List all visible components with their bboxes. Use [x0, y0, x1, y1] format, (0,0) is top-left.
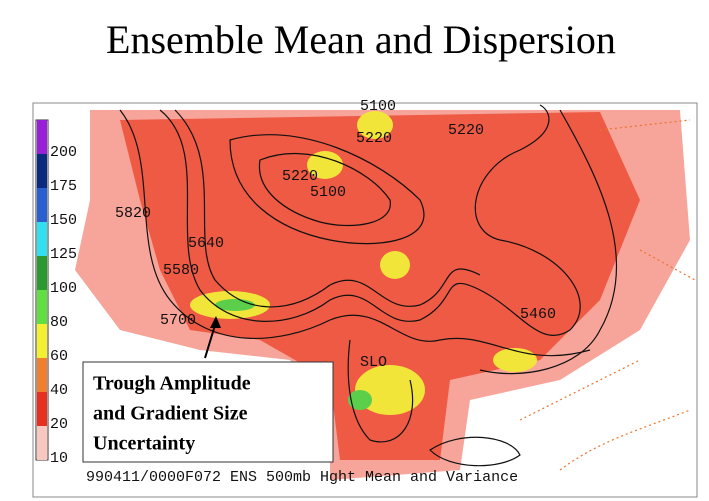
colorbar-swatch [37, 154, 47, 188]
slide-title: Ensemble Mean and Dispersion [106, 17, 616, 62]
contour-label: SLO [360, 354, 387, 371]
contour-label: 5220 [448, 122, 484, 139]
contour-main [159, 104, 581, 336]
colorbar-swatch [37, 256, 47, 290]
map-caption: 990411/0000F072 ENS 500mb Hght Mean and … [86, 469, 518, 486]
contour [479, 109, 618, 375]
contour-label: 5100 [310, 184, 346, 201]
contour [429, 436, 521, 467]
variance-mid [120, 112, 640, 460]
contour-label: 5640 [188, 235, 224, 252]
contour [174, 109, 481, 308]
contour [347, 339, 414, 443]
colorbar-label: 80 [50, 314, 68, 331]
contour-label: 5220 [356, 130, 392, 147]
annotation-arrow-head [210, 316, 221, 328]
contour-label: 5220 [282, 168, 318, 185]
colorbar-swatch [37, 392, 47, 426]
colorbar-label: 200 [50, 144, 77, 161]
map-grid [519, 119, 696, 471]
variance-peak [348, 390, 372, 410]
annotation-line: Trough Amplitude [93, 373, 251, 395]
variance-high [307, 151, 343, 179]
colorbar-label: 60 [50, 348, 68, 365]
contour-label: 5100 [360, 98, 396, 115]
colorbar-swatch [37, 222, 47, 256]
contour-label: 5460 [520, 306, 556, 323]
colorbar-swatch [37, 426, 47, 460]
contour-label: 5700 [160, 312, 196, 329]
annotation-line: Uncertainty [93, 433, 195, 455]
colorbar-swatch [37, 120, 47, 154]
colorbar-label: 125 [50, 246, 77, 263]
colorbar-label: 175 [50, 178, 77, 195]
colorbar-label: 40 [50, 382, 68, 399]
colorbar-label: 20 [50, 416, 68, 433]
colorbar-swatch [37, 358, 47, 392]
variance-high [493, 348, 537, 372]
contour [258, 152, 391, 227]
colorbar-swatch [37, 290, 47, 324]
colorbar-swatch [37, 188, 47, 222]
variance-high [355, 365, 425, 415]
colorbar-label: 150 [50, 212, 77, 229]
contour-label: 5820 [115, 205, 151, 222]
annotation-line: and Gradient Size [93, 403, 248, 425]
colorbar-swatch [37, 324, 47, 358]
annotation-box [82, 361, 334, 463]
contour [119, 109, 591, 357]
colorbar-label: 100 [50, 280, 77, 297]
variance-high [380, 251, 410, 279]
variance-high [357, 111, 393, 139]
contour-label: 5580 [163, 262, 199, 279]
colorbar: 200 175 150 125 100 80 60 40 20 10 [37, 120, 77, 467]
colorbar-label: 10 [50, 450, 68, 467]
contour [229, 134, 425, 245]
